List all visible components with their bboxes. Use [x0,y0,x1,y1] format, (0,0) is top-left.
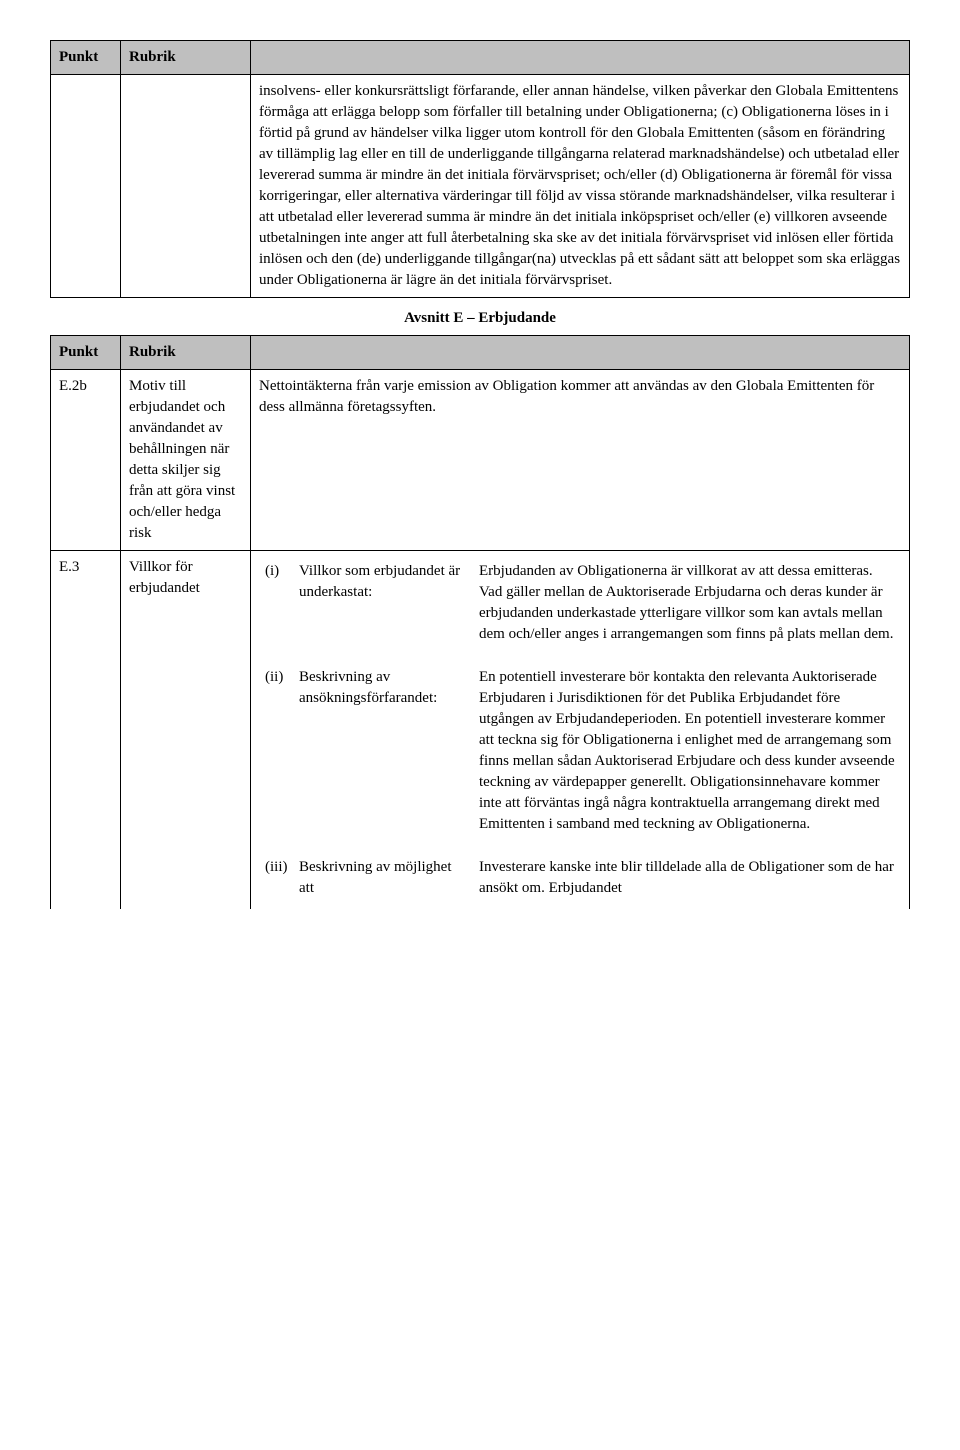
table-row: insolvens- eller konkursrättsligt förfar… [51,75,910,298]
item-num: (i) [259,557,293,663]
item-desc-text: En potentiell investerare bör kontakta d… [479,667,895,835]
cell-rubrik: Villkor för erbjudandet [121,551,251,910]
item-desc: Investerare kanske inte blir tilldelade … [473,853,901,903]
col-header-punkt: Punkt [51,41,121,75]
table-row: Punkt Rubrik [51,41,910,75]
item-label: Villkor som erbjudandet är underkastat: [293,557,473,663]
conditions-subtable: (i) Villkor som erbjudandet är underkast… [259,557,901,903]
table-row: Punkt Rubrik [51,336,910,370]
list-item: (ii) Beskrivning av ansökningsförfarande… [259,663,901,853]
col-header-punkt: Punkt [51,336,121,370]
cell-content: (i) Villkor som erbjudandet är underkast… [251,551,910,910]
item-desc-text: Erbjudanden av Obligationerna är villkor… [479,561,895,645]
table-section-e: Punkt Rubrik E.2b Motiv till erbjudandet… [50,335,910,909]
cell-content: Nettointäkterna från varje emission av O… [251,370,910,551]
cell-content: insolvens- eller konkursrättsligt förfar… [251,75,910,298]
item-num: (iii) [259,853,293,903]
table-row: E.2b Motiv till erbjudandet och användan… [51,370,910,551]
table-top: Punkt Rubrik insolvens- eller konkursrät… [50,40,910,298]
item-desc: Erbjudanden av Obligationerna är villkor… [473,557,901,663]
col-header-empty [251,41,910,75]
cell-rubrik: Motiv till erbjudandet och användandet a… [121,370,251,551]
col-header-rubrik: Rubrik [121,336,251,370]
list-item: (i) Villkor som erbjudandet är underkast… [259,557,901,663]
item-desc: En potentiell investerare bör kontakta d… [473,663,901,853]
item-num: (ii) [259,663,293,853]
table-row: E.3 Villkor för erbjudandet (i) Villkor … [51,551,910,910]
item-label: Beskrivning av möjlighet att [293,853,473,903]
col-header-empty [251,336,910,370]
cell-punkt: E.3 [51,551,121,910]
section-title: Avsnitt E – Erbjudande [50,298,910,335]
cell-punkt: E.2b [51,370,121,551]
list-item: (iii) Beskrivning av möjlighet att Inves… [259,853,901,903]
col-header-rubrik: Rubrik [121,41,251,75]
cell-rubrik [121,75,251,298]
cell-punkt [51,75,121,298]
item-label: Beskrivning av ansökningsförfarandet: [293,663,473,853]
